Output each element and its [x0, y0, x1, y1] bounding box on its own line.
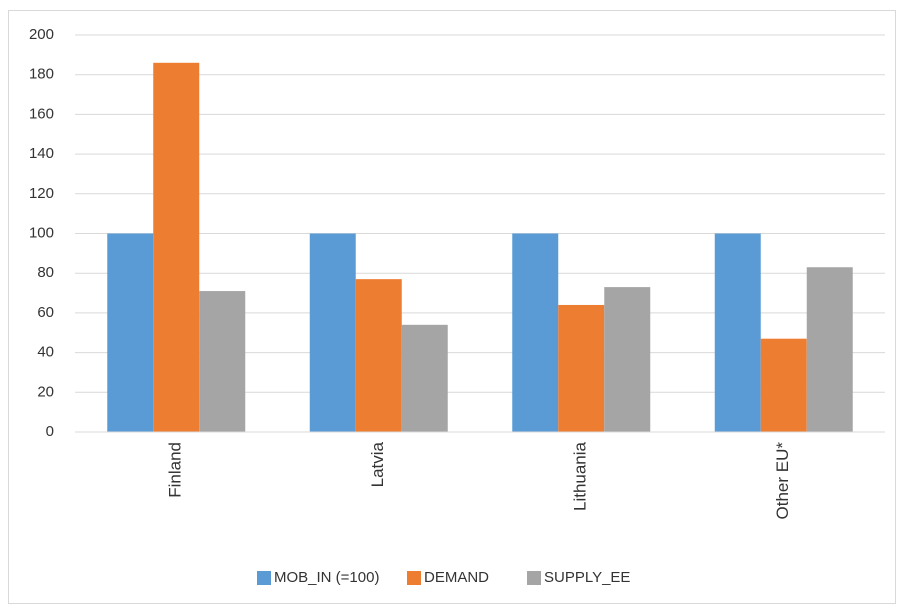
legend-swatch [257, 571, 271, 585]
x-tick-label: Latvia [368, 441, 387, 487]
legend-label: DEMAND [424, 569, 489, 586]
bar [512, 233, 559, 432]
y-tick-label: 80 [37, 264, 54, 281]
bar [604, 287, 651, 432]
y-tick-label: 140 [29, 145, 54, 162]
y-tick-label: 40 [37, 344, 54, 361]
x-tick-label: Other EU* [773, 442, 792, 520]
y-tick-label: 200 [29, 26, 54, 43]
bar [309, 233, 356, 432]
y-tick-label: 100 [29, 224, 54, 241]
y-tick-label: 160 [29, 105, 54, 122]
y-tick-label: 180 [29, 66, 54, 83]
bar [806, 267, 853, 432]
legend-swatch [407, 571, 421, 585]
bar [199, 291, 246, 432]
y-tick-label: 0 [46, 423, 54, 440]
y-tick-label: 120 [29, 185, 54, 202]
x-tick-label: Finland [166, 442, 185, 498]
bar [153, 62, 200, 432]
bar [107, 233, 154, 432]
y-tick-label: 20 [37, 383, 54, 400]
y-tick-label: 60 [37, 304, 54, 321]
bar [558, 304, 605, 432]
legend-label: SUPPLY_EE [544, 569, 630, 586]
legend-swatch [527, 571, 541, 585]
bar [760, 338, 807, 432]
x-tick-label: Lithuania [571, 441, 590, 511]
bar [401, 324, 448, 432]
legend-label: MOB_IN (=100) [274, 569, 379, 586]
bar [355, 279, 402, 432]
bar [714, 233, 761, 432]
